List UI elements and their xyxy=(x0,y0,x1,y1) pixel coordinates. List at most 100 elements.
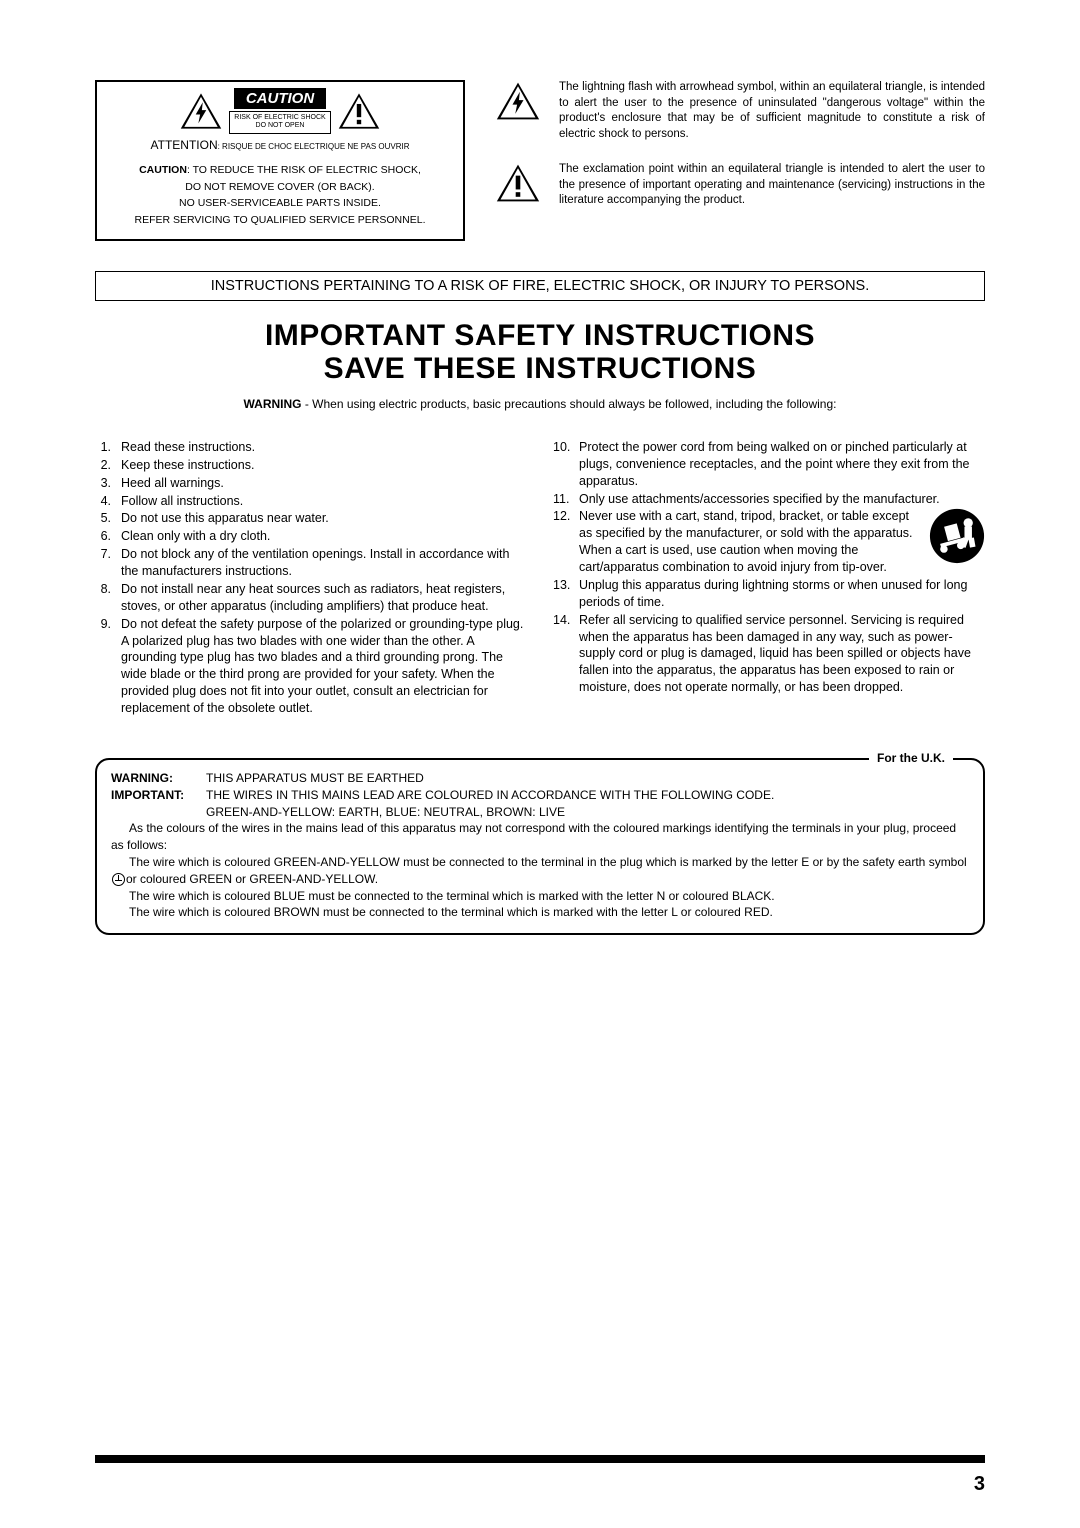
lightning-triangle-icon xyxy=(179,91,223,131)
list-item: 9.Do not defeat the safety purpose of th… xyxy=(95,616,527,717)
earth-symbol-icon xyxy=(112,873,125,886)
item-text: Follow all instructions. xyxy=(121,493,527,510)
list-item: 14.Refer all servicing to qualified serv… xyxy=(553,612,985,696)
item-text: Do not use this apparatus near water. xyxy=(121,510,527,527)
caution-label: CAUTION xyxy=(234,88,326,109)
lightning-desc-row: The lightning flash with arrowhead symbo… xyxy=(495,80,985,142)
uk-important-row: IMPORTANT: THE WIRES IN THIS MAINS LEAD … xyxy=(111,787,969,821)
item-number: 3. xyxy=(95,475,121,492)
item-number: 12. xyxy=(553,508,579,576)
list-item: 5.Do not use this apparatus near water. xyxy=(95,510,527,527)
heading-line1: IMPORTANT SAFETY INSTRUCTIONS xyxy=(95,319,985,352)
instructions-bar: INSTRUCTIONS PERTAINING TO A RISK OF FIR… xyxy=(95,271,985,301)
warning-text: - When using electric products, basic pr… xyxy=(302,397,837,411)
item-number: 5. xyxy=(95,510,121,527)
risk-line1: RISK OF ELECTRIC SHOCK xyxy=(234,114,325,122)
item-text: Do not install near any heat sources suc… xyxy=(121,581,527,615)
uk-important-body: THE WIRES IN THIS MAINS LEAD ARE COLOURE… xyxy=(206,787,774,821)
item-text: Read these instructions. xyxy=(121,439,527,456)
uk-important-text1: THE WIRES IN THIS MAINS LEAD ARE COLOURE… xyxy=(206,787,774,804)
right-list: 10.Protect the power cord from being wal… xyxy=(553,439,985,696)
list-item: 12.Never use with a cart, stand, tripod,… xyxy=(553,508,985,576)
caution-line1: CAUTION: TO REDUCE THE RISK OF ELECTRIC … xyxy=(107,162,453,179)
uk-para4: The wire which is coloured BROWN must be… xyxy=(111,904,969,921)
attention-big: ATTENTION xyxy=(151,138,218,152)
caution-body: CAUTION: TO REDUCE THE RISK OF ELECTRIC … xyxy=(107,162,453,229)
list-item: 11.Only use attachments/accessories spec… xyxy=(553,491,985,508)
uk-legend: For the U.K. xyxy=(869,750,953,767)
footer-bar xyxy=(95,1455,985,1463)
item-number: 2. xyxy=(95,457,121,474)
caution-bold-lead: CAUTION xyxy=(139,164,187,176)
risk-box: RISK OF ELECTRIC SHOCK DO NOT OPEN xyxy=(229,111,330,134)
uk-important-label: IMPORTANT: xyxy=(111,787,206,821)
uk-important-text2: GREEN-AND-YELLOW: EARTH, BLUE: NEUTRAL, … xyxy=(206,804,774,821)
item-number: 7. xyxy=(95,546,121,580)
item-text: Protect the power cord from being walked… xyxy=(579,439,985,490)
page-number: 3 xyxy=(974,1473,985,1496)
item-number: 10. xyxy=(553,439,579,490)
item-text: Do not block any of the ventilation open… xyxy=(121,546,527,580)
risk-line2: DO NOT OPEN xyxy=(234,122,325,130)
item-text: Clean only with a dry cloth. xyxy=(121,528,527,545)
attention-small: : RISQUE DE CHOC ELECTRIQUE NE PAS OUVRI… xyxy=(218,142,410,151)
main-heading: IMPORTANT SAFETY INSTRUCTIONS SAVE THESE… xyxy=(95,319,985,385)
uk-para3: The wire which is coloured BLUE must be … xyxy=(111,888,969,905)
exclamation-triangle-icon xyxy=(337,91,381,131)
item-number: 4. xyxy=(95,493,121,510)
caution-box: CAUTION RISK OF ELECTRIC SHOCK DO NOT OP… xyxy=(95,80,465,241)
item-text: Never use with a cart, stand, tripod, br… xyxy=(579,508,985,576)
list-item: 6.Clean only with a dry cloth. xyxy=(95,528,527,545)
left-list: 1.Read these instructions.2.Keep these i… xyxy=(95,439,527,717)
warning-line: WARNING - When using electric products, … xyxy=(95,397,985,411)
caution-line3: NO USER-SERVICEABLE PARTS INSIDE. xyxy=(107,195,453,212)
lightning-triangle-icon xyxy=(495,80,541,122)
caution-line4: REFER SERVICING TO QUALIFIED SERVICE PER… xyxy=(107,212,453,229)
caution-text1: : TO REDUCE THE RISK OF ELECTRIC SHOCK, xyxy=(187,164,421,176)
item-number: 8. xyxy=(95,581,121,615)
item-number: 1. xyxy=(95,439,121,456)
list-item: 13.Unplug this apparatus during lightnin… xyxy=(553,577,985,611)
list-item: 1.Read these instructions. xyxy=(95,439,527,456)
uk-para2a: The wire which is coloured GREEN-AND-YEL… xyxy=(129,855,967,869)
item-text: Do not defeat the safety purpose of the … xyxy=(121,616,527,717)
exclamation-desc-text: The exclamation point within an equilate… xyxy=(559,162,985,209)
uk-warning-row: WARNING: THIS APPARATUS MUST BE EARTHED xyxy=(111,770,969,787)
item-number: 14. xyxy=(553,612,579,696)
heading-line2: SAVE THESE INSTRUCTIONS xyxy=(95,352,985,385)
top-section: CAUTION RISK OF ELECTRIC SHOCK DO NOT OP… xyxy=(95,80,985,241)
uk-para1: As the colours of the wires in the mains… xyxy=(111,820,969,854)
instruction-columns: 1.Read these instructions.2.Keep these i… xyxy=(95,439,985,718)
warning-lead: WARNING xyxy=(244,397,302,411)
item-text: Only use attachments/accessories specifi… xyxy=(579,491,985,508)
exclamation-triangle-icon xyxy=(495,162,541,204)
list-item: 7.Do not block any of the ventilation op… xyxy=(95,546,527,580)
item-text: Heed all warnings. xyxy=(121,475,527,492)
item-number: 13. xyxy=(553,577,579,611)
uk-para2b: or coloured GREEN or GREEN-AND-YELLOW. xyxy=(126,872,378,886)
uk-para2: The wire which is coloured GREEN-AND-YEL… xyxy=(111,854,969,888)
caution-line2: DO NOT REMOVE COVER (OR BACK). xyxy=(107,179,453,196)
item-text: Unplug this apparatus during lightning s… xyxy=(579,577,985,611)
exclamation-desc-row: The exclamation point within an equilate… xyxy=(495,162,985,209)
item-number: 11. xyxy=(553,491,579,508)
attention-line: ATTENTION: RISQUE DE CHOC ELECTRIQUE NE … xyxy=(107,138,453,152)
symbol-descriptions: The lightning flash with arrowhead symbo… xyxy=(495,80,985,241)
right-column: 10.Protect the power cord from being wal… xyxy=(553,439,985,718)
list-item: 10.Protect the power cord from being wal… xyxy=(553,439,985,490)
cart-tipover-icon xyxy=(929,508,985,564)
item-number: 6. xyxy=(95,528,121,545)
list-item: 2.Keep these instructions. xyxy=(95,457,527,474)
caution-inner-row: CAUTION RISK OF ELECTRIC SHOCK DO NOT OP… xyxy=(107,88,453,134)
uk-warning-text: THIS APPARATUS MUST BE EARTHED xyxy=(206,770,424,787)
caution-center: CAUTION RISK OF ELECTRIC SHOCK DO NOT OP… xyxy=(229,88,330,134)
uk-box: For the U.K. WARNING: THIS APPARATUS MUS… xyxy=(95,758,985,935)
list-item: 3.Heed all warnings. xyxy=(95,475,527,492)
list-item: 4.Follow all instructions. xyxy=(95,493,527,510)
lightning-desc-text: The lightning flash with arrowhead symbo… xyxy=(559,80,985,142)
item-number: 9. xyxy=(95,616,121,717)
item-text: Keep these instructions. xyxy=(121,457,527,474)
list-item: 8.Do not install near any heat sources s… xyxy=(95,581,527,615)
item-text: Refer all servicing to qualified service… xyxy=(579,612,985,696)
uk-warning-label: WARNING: xyxy=(111,770,206,787)
